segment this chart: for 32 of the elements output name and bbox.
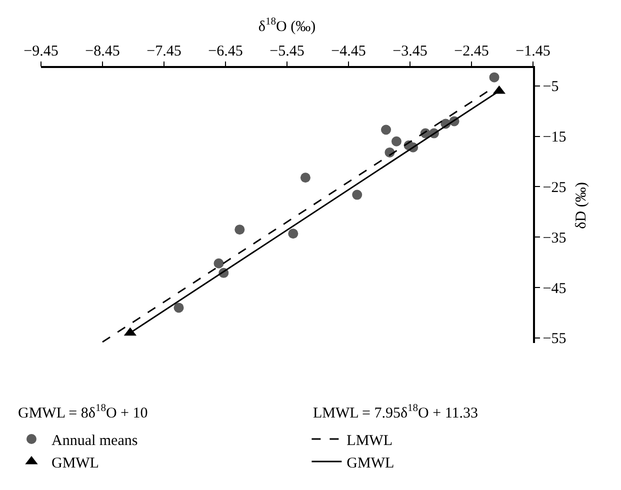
point (489, 72, 500, 82)
x-tick-label: −2.45 (454, 43, 489, 60)
x-tick-label: −5.45 (270, 43, 304, 60)
legend-label: LMWL (346, 432, 393, 449)
point (352, 190, 362, 200)
x-tick-label: −3.45 (392, 43, 428, 60)
point (214, 258, 224, 268)
point (288, 228, 298, 239)
point (234, 224, 245, 235)
x-tick-label: −8.45 (85, 43, 120, 60)
point (391, 136, 402, 146)
y-tick-label: −35 (542, 230, 566, 246)
x-tick-label: −1.45 (516, 43, 550, 60)
y-tick-label: −15 (542, 130, 566, 146)
x-tick-label: −7.45 (146, 43, 182, 60)
y-tick-label: −45 (542, 280, 566, 297)
legend-label: Annual means (51, 432, 138, 449)
point (174, 302, 184, 313)
point (300, 172, 310, 183)
x-tick-label: −6.45 (208, 43, 243, 60)
text: GMWL = 8δ$^{18}$O + 10 (18, 403, 148, 422)
y-tick-label: −25 (542, 180, 566, 196)
y-tick-label: −55 (542, 331, 566, 348)
legend-label: GMWL (346, 455, 394, 472)
point (381, 124, 392, 135)
legend-label: GMWL (51, 455, 99, 472)
y-axis-title: δD (‰) (574, 182, 590, 229)
y-tick-label: −5 (542, 79, 559, 96)
x-axis-title: δ$^{18}$O (‰) (258, 16, 316, 35)
x-tick-label: −9.45 (24, 43, 58, 60)
x-tick-label: −4.45 (331, 43, 366, 60)
text: LMWL = 7.95δ$^{18}$O + 11.33 (313, 403, 478, 422)
